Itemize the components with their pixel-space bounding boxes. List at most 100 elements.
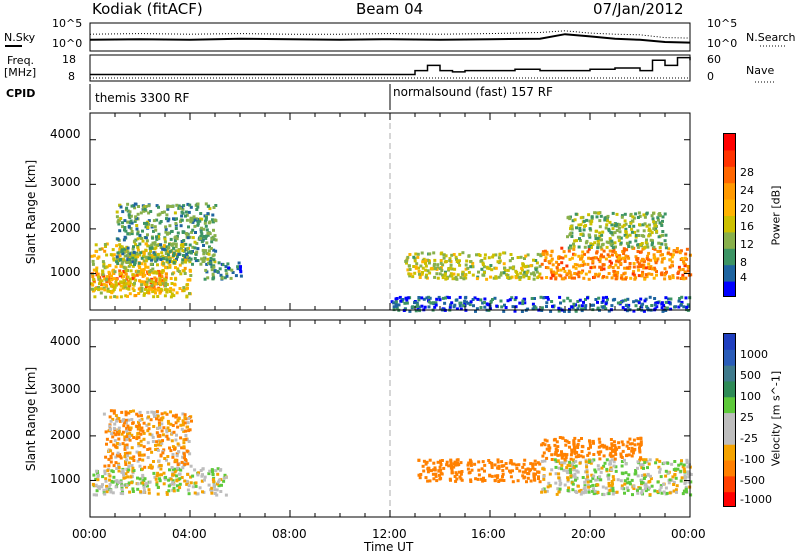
power-cell [614, 277, 618, 281]
velocity-cell [158, 463, 162, 467]
velocity-cell [611, 489, 615, 493]
power-cell [130, 230, 134, 233]
power-cell [471, 261, 475, 265]
power-cell [215, 269, 219, 273]
velocity-cell [493, 478, 497, 482]
power-cell [566, 235, 569, 239]
power-cell [508, 298, 512, 302]
power-cell [656, 301, 660, 305]
power-cell [578, 298, 582, 302]
velocity-cell [108, 474, 112, 478]
power-cell [427, 300, 431, 304]
velocity-cell [468, 458, 472, 462]
power-cell [504, 306, 508, 309]
power-cell [427, 295, 431, 299]
power-cell [450, 274, 454, 278]
power-cell [413, 271, 417, 275]
velocity-cell [469, 463, 473, 467]
power-cell [608, 220, 612, 224]
velocity-cell [560, 436, 564, 440]
vel-cb-swatch [724, 349, 735, 367]
velocity-cell [673, 460, 677, 463]
velocity-cell [117, 432, 121, 436]
power-cell [640, 259, 644, 263]
power-cell [185, 247, 189, 251]
power-cell [574, 266, 578, 270]
velocity-cell [617, 445, 621, 449]
velocity-cell [499, 478, 502, 482]
power-cell [105, 242, 109, 246]
power-cell [611, 241, 615, 245]
power-cell [624, 277, 627, 281]
velocity-cell [163, 411, 167, 415]
power-cell [608, 259, 612, 263]
velocity-cell [125, 435, 129, 439]
power-cell [102, 286, 106, 290]
velocity-cell [565, 466, 569, 470]
power-cell [126, 294, 129, 298]
power-cell [601, 296, 605, 300]
power-cb-swatch [724, 265, 735, 283]
velocity-cell [112, 431, 116, 435]
velocity-cell [545, 489, 549, 493]
velocity-cell [138, 457, 142, 461]
velocity-cell [160, 418, 164, 422]
power-cell [91, 275, 95, 279]
power-cell [204, 249, 208, 253]
power-cell [104, 284, 108, 287]
velocity-cell [171, 445, 175, 449]
power-cell [199, 212, 203, 215]
velocity-cell [186, 462, 190, 466]
power-cell [611, 249, 615, 253]
velocity-cell [108, 428, 112, 431]
velocity-cell [509, 459, 513, 462]
velocity-cell [171, 414, 175, 418]
power-cell [137, 292, 141, 295]
velocity-cell [216, 482, 219, 486]
velocity-cell [647, 462, 651, 466]
power-cell [408, 253, 412, 256]
power-cell [506, 273, 510, 277]
power-cell [615, 259, 619, 263]
velocity-cell [620, 484, 624, 488]
velocity-cell [130, 418, 134, 421]
velocity-cell [682, 463, 686, 467]
power-cell [213, 260, 217, 264]
power-cell [162, 262, 166, 266]
velocity-cell [571, 482, 575, 486]
power-cell [205, 228, 209, 232]
power-cell [136, 237, 140, 241]
power-cell [190, 230, 194, 234]
power-cell [239, 265, 242, 269]
velocity-cell [556, 453, 560, 457]
power-cell [91, 283, 95, 287]
velocity-cell [180, 476, 184, 479]
power-cell [652, 266, 656, 270]
power-cell [133, 274, 137, 278]
velocity-cell [564, 454, 568, 458]
velocity-cell [666, 461, 670, 465]
power-cell [506, 268, 510, 272]
power-cell [166, 205, 170, 209]
power-cell [647, 227, 651, 231]
power-cell [634, 235, 638, 239]
power-cb-tick-20: 20 [740, 202, 754, 215]
power-cell [97, 286, 100, 289]
velocity-cell [179, 468, 183, 472]
power-cell [160, 251, 164, 255]
power-cell [140, 283, 144, 287]
velocity-cell [112, 409, 116, 413]
velocity-cell [683, 476, 687, 480]
power-cell [664, 246, 668, 250]
power-cell [464, 273, 468, 277]
power-cell [175, 235, 179, 238]
power-cell [619, 261, 623, 265]
velocity-cell [194, 481, 198, 485]
power-cell [126, 269, 130, 272]
velocity-cell [426, 479, 430, 483]
power-cell [225, 272, 229, 276]
power-cell [594, 229, 598, 233]
velocity-cell [112, 464, 116, 468]
power-cell [174, 242, 178, 246]
velocity-cell [150, 433, 154, 437]
